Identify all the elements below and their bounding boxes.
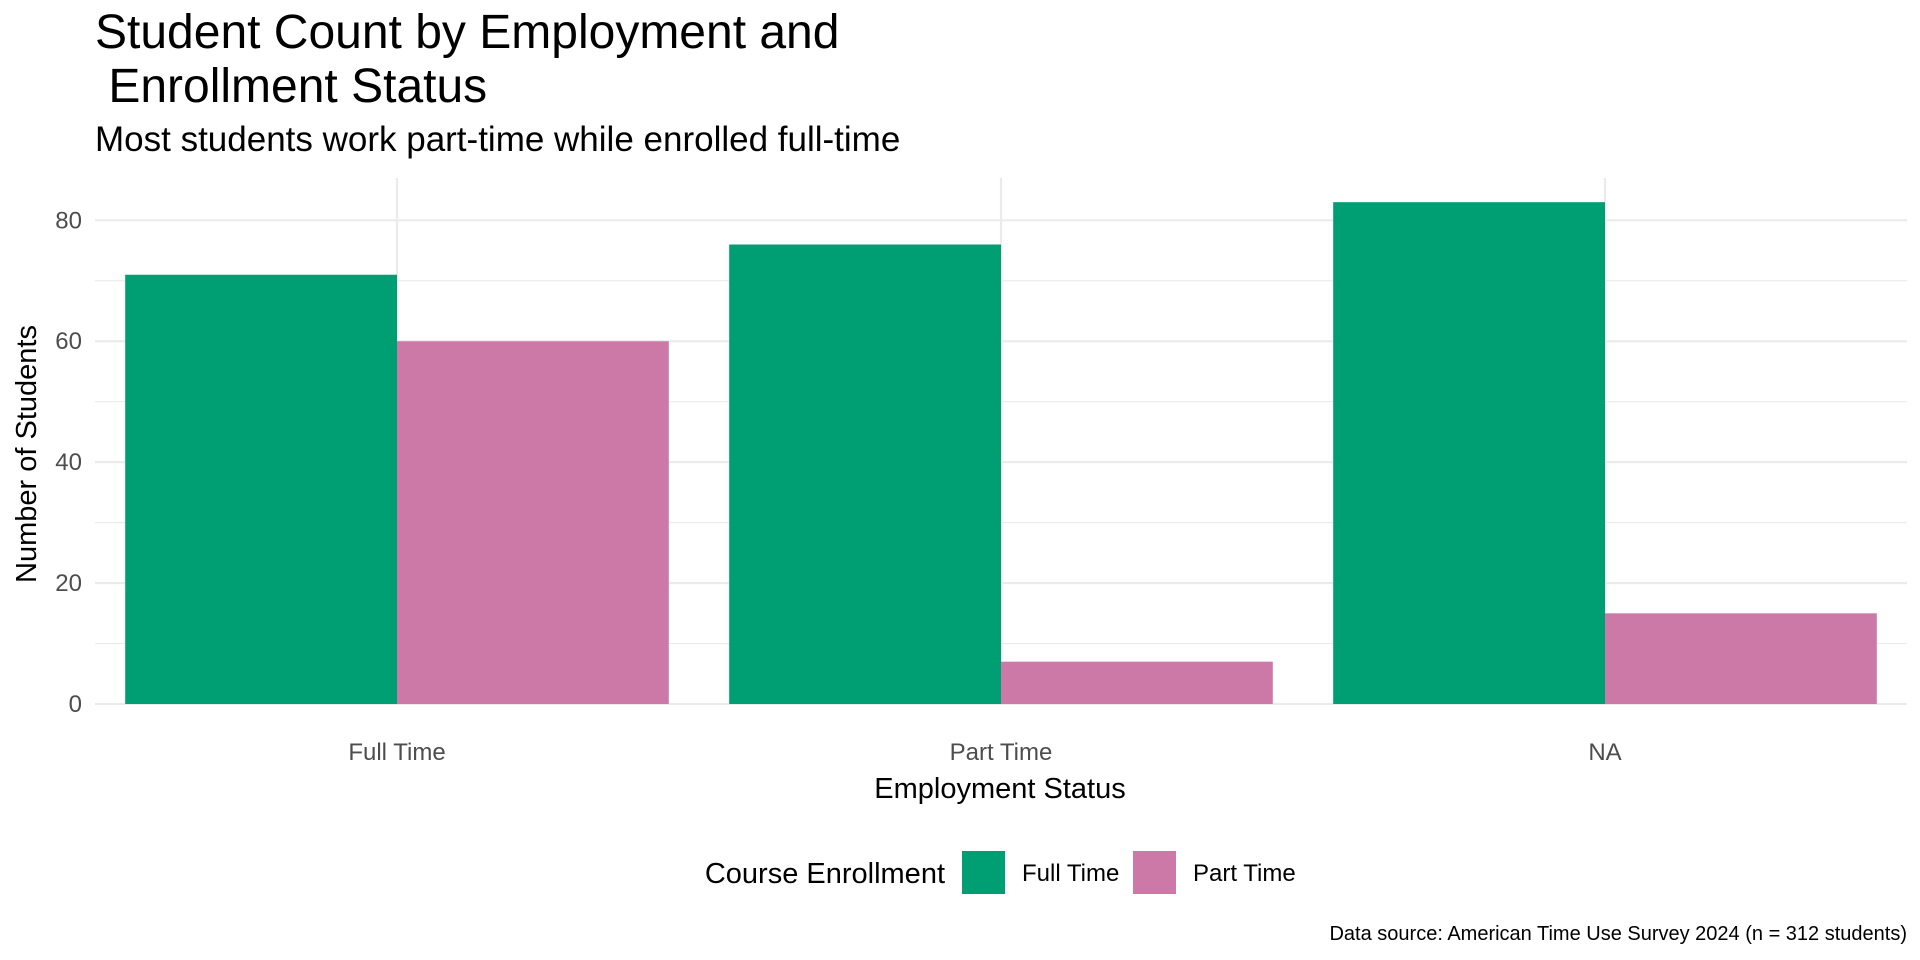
bars bbox=[125, 202, 1877, 705]
y-tick-label: 20 bbox=[55, 570, 82, 597]
x-axis-title: Employment Status bbox=[874, 773, 1125, 805]
legend-label: Full Time bbox=[1022, 860, 1119, 887]
y-tick-label: 0 bbox=[69, 691, 82, 718]
y-axis-title: Number of Students bbox=[11, 325, 43, 583]
legend-label: Part Time bbox=[1193, 860, 1296, 887]
chart-title: Student Count by Employment and Enrollme… bbox=[95, 6, 840, 113]
chart-subtitle: Most students work part-time while enrol… bbox=[95, 120, 901, 159]
legend-key-full-time bbox=[962, 851, 1005, 894]
legend-key-part-time bbox=[1133, 851, 1176, 894]
bar-part-time-full-time bbox=[397, 341, 669, 704]
bar-part-time-na bbox=[1605, 613, 1877, 704]
y-tick-label: 40 bbox=[55, 449, 82, 476]
bar-full-time-full-time bbox=[125, 274, 397, 704]
x-tick-label: NA bbox=[1588, 739, 1621, 766]
bar-full-time-part-time bbox=[729, 244, 1001, 705]
y-tick-label: 60 bbox=[55, 328, 82, 355]
axis-labels: 0 20 40 60 80 Full Time Part Time NA bbox=[55, 207, 1621, 766]
x-tick-label: Full Time bbox=[348, 739, 445, 766]
x-tick-label: Part Time bbox=[950, 739, 1053, 766]
bar-part-time-part-time bbox=[1001, 661, 1273, 704]
legend: Course Enrollment Full Time Part Time bbox=[705, 851, 1296, 894]
legend-title: Course Enrollment bbox=[705, 858, 945, 890]
y-tick-label: 80 bbox=[55, 207, 82, 234]
data-source-caption: Data source: American Time Use Survey 20… bbox=[1329, 923, 1907, 945]
bar-full-time-na bbox=[1333, 202, 1605, 705]
